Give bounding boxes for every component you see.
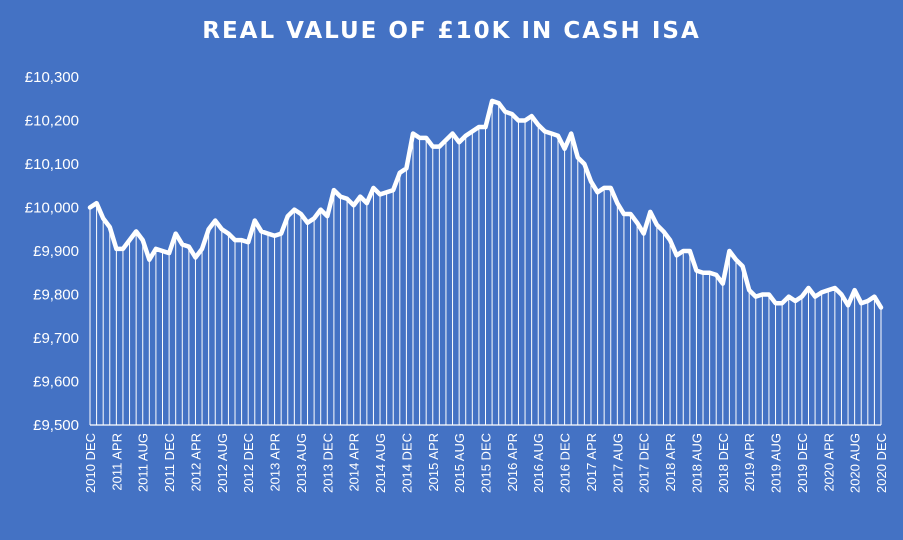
x-tick-label: 2017 APR <box>584 433 599 492</box>
y-tick-label: £9,500 <box>33 417 79 434</box>
x-tick-label: 2019 DEC <box>795 433 810 493</box>
x-tick-label: 2010 DEC <box>83 433 98 493</box>
x-tick-label: 2018 AUG <box>689 433 704 493</box>
chart-title: REAL VALUE OF £10K IN CASH ISA <box>202 18 701 44</box>
x-tick-label: 2013 APR <box>268 433 283 492</box>
drop-lines <box>89 100 882 425</box>
x-tick-label: 2014 APR <box>347 433 362 492</box>
x-axis-ticks: 2010 DEC 2011 APR 2011 AUG 2011 DEC 2012 APR… <box>83 433 889 493</box>
x-tick-label: 2011 DEC <box>162 433 177 492</box>
x-tick-label: 2020 AUG <box>848 433 863 493</box>
x-tick-label: 2017 DEC <box>637 433 652 493</box>
y-tick-label: £10,100 <box>25 156 79 173</box>
x-tick-label: 2015 APR <box>426 433 441 492</box>
y-tick-label: £9,700 <box>33 330 79 347</box>
x-tick-label: 2014 AUG <box>373 433 388 493</box>
x-tick-label: 2018 APR <box>663 433 678 492</box>
x-tick-label: 2018 DEC <box>716 433 731 493</box>
x-tick-label: 2012 APR <box>188 433 203 492</box>
x-tick-label: 2016 DEC <box>558 433 573 493</box>
y-tick-label: £10,000 <box>25 200 79 217</box>
x-tick-label: 2019 APR <box>742 433 757 492</box>
x-tick-label: 2017 AUG <box>610 433 625 493</box>
x-tick-label: 2014 DEC <box>399 433 414 493</box>
y-tick-label: £10,300 <box>25 69 79 86</box>
x-tick-label: 2012 DEC <box>241 433 256 493</box>
x-tick-label: 2011 APR <box>109 433 124 491</box>
x-tick-label: 2019 AUG <box>769 433 784 493</box>
x-tick-label: 2020 DEC <box>874 433 889 493</box>
x-tick-label: 2020 APR <box>821 433 836 492</box>
x-tick-label: 2015 AUG <box>452 433 467 493</box>
x-tick-label: 2016 AUG <box>531 433 546 493</box>
x-tick-label: 2011 AUG <box>136 433 151 492</box>
x-tick-label: 2012 AUG <box>215 433 230 493</box>
y-tick-label: £10,200 <box>25 113 79 130</box>
y-axis-ticks: £9,500 £9,600 £9,700 £9,800 £9,900 £10,000 £10… <box>25 69 79 434</box>
y-tick-label: £9,600 <box>33 374 79 391</box>
y-tick-label: £9,900 <box>33 243 79 260</box>
x-tick-label: 2015 DEC <box>479 433 494 493</box>
x-tick-label: 2013 AUG <box>294 433 309 493</box>
x-tick-label: 2013 DEC <box>320 433 335 493</box>
x-tick-label: 2016 APR <box>505 433 520 492</box>
y-tick-label: £9,800 <box>33 287 79 304</box>
series-line <box>87 98 884 310</box>
